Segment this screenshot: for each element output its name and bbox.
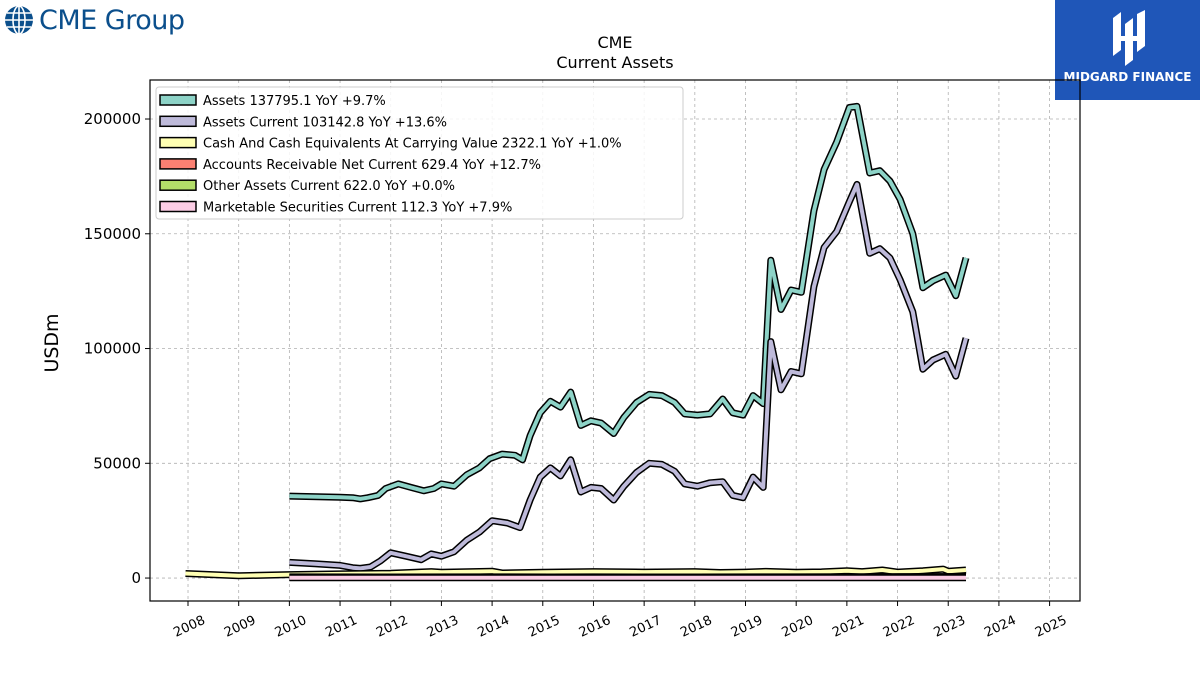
series-stroke	[185, 567, 967, 578]
series-lines	[185, 102, 970, 582]
legend-item: Marketable Securities Current 112.3 YoY …	[159, 200, 512, 216]
x-tick-label: 2025	[1033, 613, 1069, 641]
legend-item: Other Assets Current 622.0 YoY +0.0%	[159, 179, 455, 194]
y-axis-label: USDm	[41, 313, 63, 372]
x-tick-label: 2014	[475, 613, 511, 641]
legend-item: Accounts Receivable Net Current 629.4 Yo…	[159, 158, 541, 173]
legend-swatch	[159, 200, 197, 213]
legend: Assets 137795.1 YoY +9.7% Assets Current …	[155, 86, 684, 220]
y-tick-label: 150000	[84, 225, 141, 243]
legend-label: Accounts Receivable Net Current 629.4 Yo…	[203, 158, 541, 173]
x-tick-label: 2018	[678, 613, 714, 641]
y-tick-label: 100000	[84, 340, 141, 358]
x-tick-label: 2009	[222, 613, 258, 641]
legend-item: Assets 137795.1 YoY +9.7%	[159, 94, 386, 109]
legend-swatch	[159, 94, 197, 106]
y-tick-label: 50000	[93, 454, 141, 472]
legend-label: Marketable Securities Current 112.3 YoY …	[203, 201, 512, 216]
legend-item: Cash And Cash Equivalents At Carrying Va…	[159, 136, 622, 152]
legend-swatch	[159, 115, 197, 128]
legend-label: Other Assets Current 622.0 YoY +0.0%	[203, 179, 455, 194]
x-tick-label: 2010	[273, 613, 309, 641]
midgard-finance-wordmark: MIDGARD FINANCE	[1063, 70, 1192, 84]
series-line-2	[185, 565, 967, 580]
legend-label: Cash And Cash Equivalents At Carrying Va…	[203, 137, 622, 152]
y-tick-label: 0	[131, 569, 141, 587]
x-tick-label: 2012	[374, 613, 410, 641]
x-tick-label: 2013	[425, 613, 461, 641]
x-tick-label: 2017	[627, 613, 663, 641]
legend-box	[155, 86, 684, 220]
legend-label: Assets Current 103142.8 YoY +13.6%	[203, 115, 447, 130]
cme-group-wordmark: CME Group	[39, 4, 185, 36]
legend-swatch	[159, 158, 197, 170]
x-tick-label: 2024	[982, 613, 1018, 641]
x-tick-label: 2020	[780, 613, 816, 641]
chart-subtitle: Current Assets	[556, 53, 673, 72]
series-stroke	[289, 182, 968, 571]
x-tick-label: 2016	[577, 613, 613, 641]
x-tick-label: 2022	[881, 613, 917, 641]
x-tick-label: 2023	[932, 613, 968, 641]
series-stroke	[289, 104, 968, 501]
cme-group-logo: CME Group	[4, 2, 185, 38]
plot-frame	[149, 79, 1081, 602]
y-tick-label: 200000	[84, 110, 141, 128]
legend-swatch	[159, 136, 197, 149]
legend-item: Assets Current 103142.8 YoY +13.6%	[159, 115, 447, 130]
midgard-finance-logo: MIDGARD FINANCE	[1055, 0, 1200, 100]
x-tick-label: 2011	[323, 613, 359, 641]
series-line-1	[289, 180, 970, 572]
chart-title: CME	[597, 33, 632, 52]
x-tick-label: 2019	[729, 613, 765, 641]
series-line-0	[289, 102, 970, 503]
x-tick-label: 2008	[171, 613, 207, 641]
midgard-emblem-icon	[1112, 10, 1145, 66]
legend-swatch	[159, 179, 197, 191]
globe-icon	[5, 5, 33, 35]
x-tick-label: 2015	[526, 613, 562, 641]
legend-label: Assets 137795.1 YoY +9.7%	[203, 94, 386, 109]
x-tick-label: 2021	[830, 613, 866, 641]
